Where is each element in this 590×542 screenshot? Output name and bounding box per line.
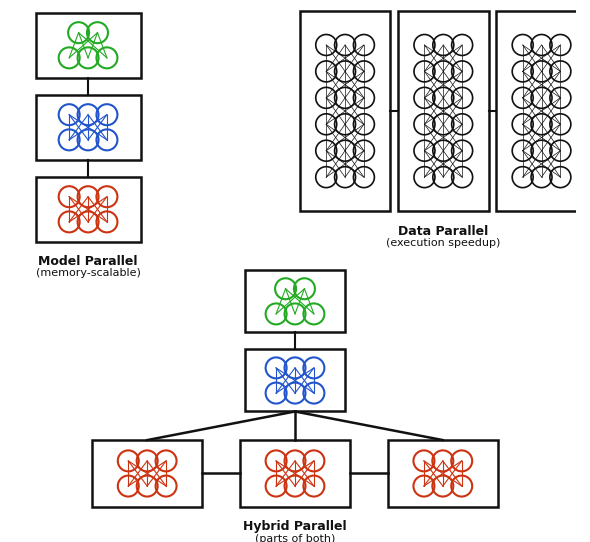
Text: Hybrid Parallel: Hybrid Parallel bbox=[243, 520, 347, 533]
Text: Data Parallel: Data Parallel bbox=[398, 224, 489, 237]
Bar bbox=[35, 13, 140, 78]
Bar bbox=[35, 177, 140, 242]
Bar bbox=[245, 350, 345, 411]
Bar bbox=[496, 11, 587, 211]
Bar bbox=[245, 270, 345, 332]
Text: (parts of both): (parts of both) bbox=[255, 533, 335, 542]
Bar bbox=[93, 440, 202, 507]
Bar bbox=[398, 11, 489, 211]
Bar bbox=[388, 440, 497, 507]
Text: (memory-scalable): (memory-scalable) bbox=[35, 268, 140, 279]
Bar bbox=[300, 11, 391, 211]
Text: (execution speedup): (execution speedup) bbox=[386, 238, 500, 248]
Bar bbox=[35, 95, 140, 160]
Bar bbox=[240, 440, 350, 507]
Text: Model Parallel: Model Parallel bbox=[38, 255, 138, 268]
